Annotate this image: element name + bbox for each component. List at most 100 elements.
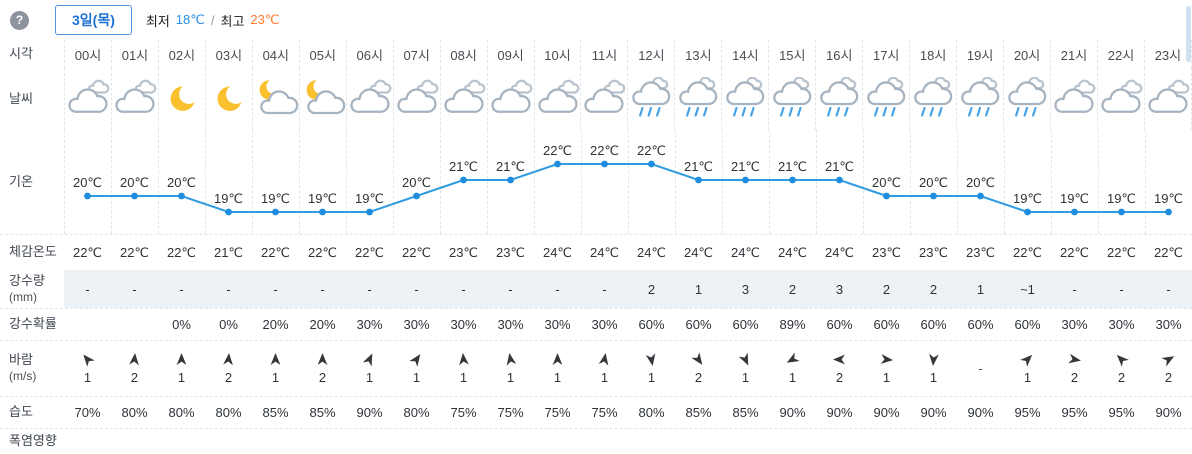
heat-impact-cell xyxy=(346,429,393,454)
precipitation-cell-value: 1 xyxy=(976,281,985,297)
precip-probability-cell-value: 60% xyxy=(1014,317,1041,332)
wind-cell: 2 xyxy=(299,341,346,396)
precip-probability-cell-value: 60% xyxy=(685,317,712,332)
wind-cell: 2 xyxy=(675,341,722,396)
wind-speed-value: 2 xyxy=(318,370,327,385)
row-label-text: 시각 xyxy=(9,45,33,61)
precip-probability-cell: 30% xyxy=(1145,309,1192,340)
precip-probability-cell: 60% xyxy=(722,309,769,340)
feels-like-cell-value: 22℃ xyxy=(1012,244,1043,260)
temperature-chart-cell xyxy=(534,130,581,234)
precip-probability-cell: 60% xyxy=(816,309,863,340)
weather-cell xyxy=(392,68,440,130)
wind-cell: 1 xyxy=(581,341,628,396)
time-cell-value: 01시 xyxy=(121,47,149,63)
feels-like-cell-value: 24℃ xyxy=(589,244,620,260)
precip-probability-cell-value: 60% xyxy=(732,317,759,332)
help-icon[interactable]: ? xyxy=(10,10,29,30)
humidity-cell-value: 75% xyxy=(497,405,524,420)
wind-cell: 1 xyxy=(1004,341,1051,396)
humidity-cell-value: 85% xyxy=(262,405,289,420)
time-cell-value: 00시 xyxy=(74,47,102,63)
wind-cell: 1 xyxy=(910,341,957,396)
time-cell: 07시 xyxy=(392,40,440,68)
time-cell-value: 05시 xyxy=(309,47,336,63)
wind-speed-value: 1 xyxy=(271,370,280,385)
precipitation-cell-value: - xyxy=(273,281,278,297)
scrollbar-thumb[interactable] xyxy=(1186,6,1191,62)
humidity-cell-value: 80% xyxy=(638,405,665,420)
precipitation-cell: - xyxy=(111,270,158,308)
wind-speed-value: 1 xyxy=(83,370,92,385)
time-cell: 03시 xyxy=(204,40,252,68)
temperature-chart-cell xyxy=(299,130,346,234)
wind-cell: 1 xyxy=(393,341,440,396)
wind-direction-arrow xyxy=(786,352,800,363)
precip-probability-cell: 60% xyxy=(675,309,722,340)
time-cell-value: 12시 xyxy=(638,47,665,63)
temperature-chart-cell xyxy=(769,130,816,234)
feels-like-cell: 21℃ xyxy=(205,235,252,270)
time-row-label: 시각 xyxy=(0,40,64,68)
feels-like-cell: 22℃ xyxy=(111,235,158,270)
date-tab[interactable]: 3일(목) xyxy=(55,5,132,35)
precip-probability-cell: 89% xyxy=(769,309,816,340)
weather-icon-moon xyxy=(217,86,242,111)
precip-probability-cell: 30% xyxy=(440,309,487,340)
wind-cells: 1 2 1 2 1 2 1 1 1 1 1 1 1 2 1 1 2 1 1 - 1 2 2 2 xyxy=(64,341,1192,396)
heat-impact-cell xyxy=(1051,429,1098,454)
precip-probability-cell-value: 89% xyxy=(779,317,806,332)
heat-impact-cell xyxy=(675,429,722,454)
precipitation-cell-value: 2 xyxy=(647,281,656,297)
precipitation-cell-value: - xyxy=(320,281,325,297)
humidity-cell-value: 95% xyxy=(1061,405,1088,420)
precipitation-cell: - xyxy=(64,270,111,308)
precip-probability-cell-value: 30% xyxy=(544,317,571,332)
humidity-cell-value: 85% xyxy=(732,405,759,420)
temperature-chart-area: 20℃ 20℃ 20℃ 19℃ 19℃ 19℃ 19℃ 20℃ 21℃ 21℃ 22℃ 22℃ 22℃ 2… xyxy=(64,130,1192,234)
temperature-chart-cell xyxy=(1051,130,1098,234)
wind-cell: 2 xyxy=(1051,341,1098,396)
time-cell: 16시 xyxy=(815,40,862,68)
heat-impact-cell xyxy=(299,429,346,454)
precipitation-cell-value: 2 xyxy=(882,281,891,297)
temperature-chart-cell xyxy=(1145,130,1192,234)
feels-like-cell: 22℃ xyxy=(1145,235,1192,270)
temperature-chart-cell xyxy=(722,130,769,234)
row-label-unit: (mm) xyxy=(9,289,37,304)
wind-direction-arrow xyxy=(317,352,328,365)
weather-icon-cloudy xyxy=(1148,79,1190,113)
min-label: 최저 xyxy=(145,13,170,29)
precip-probability-cell-value: 20% xyxy=(309,317,336,332)
precip-probability-cell-value: 30% xyxy=(1108,317,1135,332)
row-label-text: 습도 xyxy=(9,404,33,420)
humidity-cell-value: 80% xyxy=(215,405,242,420)
time-cell: 17시 xyxy=(862,40,909,68)
wind-speed-value: 1 xyxy=(177,370,186,385)
wind-speed-value: 1 xyxy=(459,370,468,385)
feels-like-cell-value: 24℃ xyxy=(730,244,761,260)
precipitation-cell-value: - xyxy=(85,281,90,297)
feels-like-cell: 24℃ xyxy=(675,235,722,270)
weather-icon-cloudy xyxy=(350,79,392,113)
temperature-chart-cell xyxy=(252,130,299,234)
weather-cell xyxy=(64,68,111,130)
time-cell-value: 07시 xyxy=(403,47,430,63)
wind-row: 바람 (m/s) 1 2 1 2 1 2 1 1 1 1 1 1 1 2 1 1 2 1 1 - 1 2 2 2 xyxy=(0,340,1192,396)
precipitation-cell: - xyxy=(534,270,581,308)
humidity-cell: 70% xyxy=(64,397,111,428)
humidity-cell-value: 90% xyxy=(356,405,383,420)
wind-direction-arrow xyxy=(176,352,187,365)
heat-impact-row-label: 폭염영향 xyxy=(0,429,64,454)
wind-speed-value: 1 xyxy=(788,370,797,385)
temperature-chart-cell xyxy=(64,130,111,234)
humidity-row: 습도 70% 80% 80% 80% 85% 85% 90% 80% 75% 75% 75% 75% 8… xyxy=(0,396,1192,428)
feels-like-cell: 22℃ xyxy=(158,235,205,270)
heat-impact-cell xyxy=(1004,429,1051,454)
weather-icon-moon-cloud xyxy=(259,80,299,115)
wind-speed-value: 1 xyxy=(412,370,421,385)
humidity-cell: 75% xyxy=(534,397,581,428)
heat-impact-cell xyxy=(1145,429,1192,454)
feels-like-cell: 24℃ xyxy=(816,235,863,270)
wind-cell: 1 xyxy=(440,341,487,396)
